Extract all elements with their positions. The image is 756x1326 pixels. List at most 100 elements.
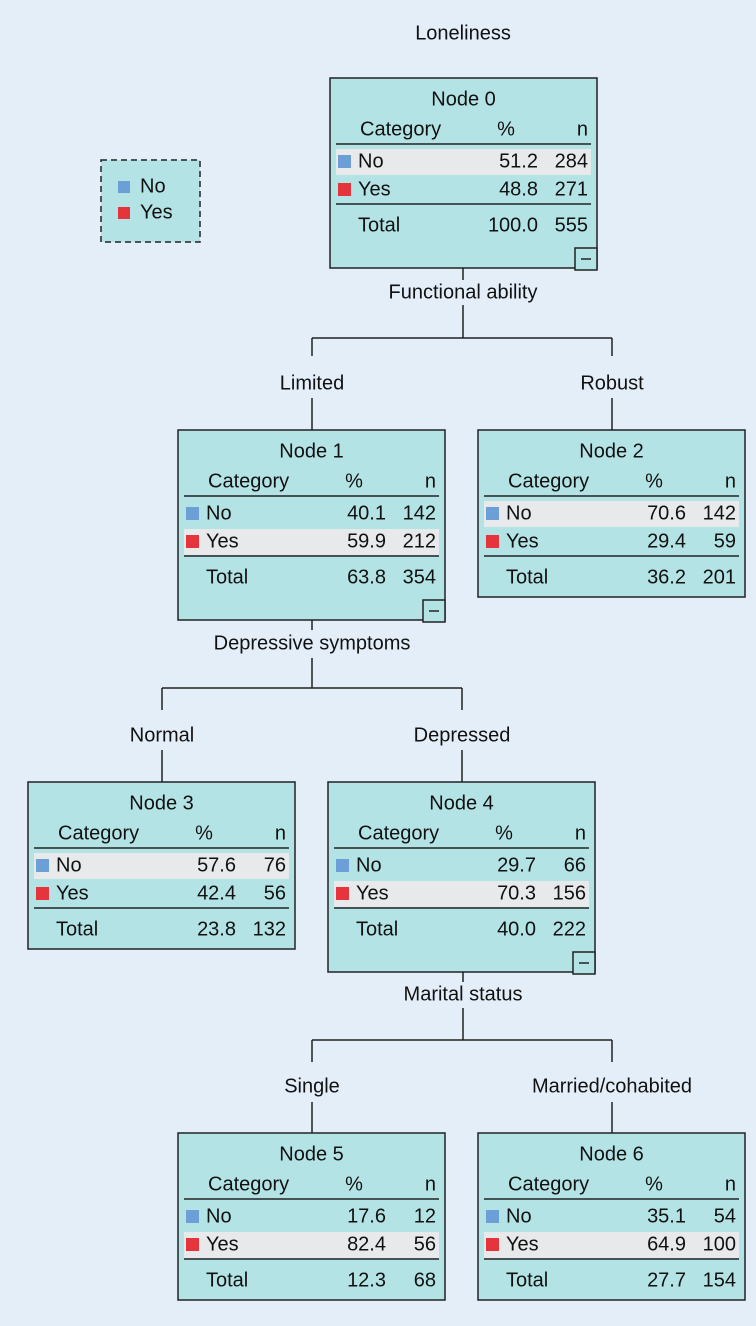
total-label: Total (356, 918, 398, 940)
row-bg (334, 881, 589, 907)
node-title: Node 2 (579, 440, 644, 462)
header-cell: % (495, 822, 513, 844)
node-title: Node 4 (429, 792, 494, 814)
category-swatch (36, 859, 49, 872)
row-label: No (506, 502, 532, 524)
edge (161, 620, 463, 782)
header-cell: n (275, 822, 286, 844)
row-count: 66 (564, 854, 586, 876)
category-swatch (186, 1238, 199, 1251)
total-count: 222 (553, 918, 586, 940)
row-percent: 82.4 (347, 1233, 386, 1255)
split-label: Depressive symptoms (214, 632, 411, 654)
legend-label: Yes (140, 201, 173, 223)
category-swatch (336, 859, 349, 872)
row-bg (336, 149, 591, 175)
row-label: Yes (506, 1233, 539, 1255)
category-swatch (486, 1238, 499, 1251)
category-swatch (36, 887, 49, 900)
row-bg (334, 853, 589, 879)
header-cell: Category (508, 470, 589, 492)
row-count: 142 (703, 502, 736, 524)
row-bg (184, 1204, 439, 1230)
header-cell: % (645, 470, 663, 492)
tree-title: Loneliness (415, 22, 511, 44)
row-label: No (206, 1205, 232, 1227)
header-cell: % (345, 1173, 363, 1195)
row-bg (336, 177, 591, 203)
category-swatch (338, 155, 351, 168)
split-label: Marital status (404, 983, 523, 1005)
node-title: Node 5 (279, 1143, 344, 1165)
branch-label: Limited (280, 372, 344, 394)
header-cell: % (345, 470, 363, 492)
row-percent: 70.6 (647, 502, 686, 524)
node-title: Node 6 (579, 1143, 644, 1165)
header-cell: n (725, 1173, 736, 1195)
row-percent: 57.6 (197, 854, 236, 876)
total-label: Total (56, 918, 98, 940)
row-count: 56 (264, 882, 286, 904)
total-count: 354 (403, 566, 436, 588)
header-cell: n (425, 1173, 436, 1195)
split-label: Functional ability (389, 281, 538, 303)
category-swatch (338, 183, 351, 196)
row-count: 212 (403, 530, 436, 552)
row-label: No (506, 1205, 532, 1227)
split-label-bg (308, 632, 316, 656)
total-count: 132 (253, 918, 286, 940)
header-cell: Category (208, 1173, 289, 1195)
branch-label: Robust (580, 372, 644, 394)
row-percent: 51.2 (499, 150, 538, 172)
total-label: Total (206, 566, 248, 588)
row-label: No (206, 502, 232, 524)
total-count: 68 (414, 1269, 436, 1291)
row-label: Yes (506, 530, 539, 552)
total-label: Total (506, 1269, 548, 1291)
row-bg (184, 501, 439, 527)
row-bg (484, 529, 739, 555)
edge (311, 970, 613, 1133)
category-swatch (186, 507, 199, 520)
row-count: 56 (414, 1233, 436, 1255)
total-label: Total (206, 1269, 248, 1291)
row-count: 100 (703, 1233, 736, 1255)
row-percent: 29.4 (647, 530, 686, 552)
row-count: 76 (264, 854, 286, 876)
row-percent: 29.7 (497, 854, 536, 876)
branch-label: Single (284, 1075, 340, 1097)
branch-label: Married/cohabited (532, 1075, 692, 1097)
total-percent: 36.2 (647, 566, 686, 588)
row-bg (34, 853, 289, 879)
total-percent: 100.0 (488, 214, 538, 236)
row-label: Yes (356, 882, 389, 904)
row-bg (184, 1232, 439, 1258)
category-swatch (486, 1210, 499, 1223)
node-title: Node 3 (129, 792, 194, 814)
row-count: 59 (714, 530, 736, 552)
total-label: Total (358, 214, 400, 236)
total-count: 201 (703, 566, 736, 588)
total-percent: 12.3 (347, 1269, 386, 1291)
total-percent: 23.8 (197, 918, 236, 940)
row-count: 271 (555, 178, 588, 200)
split-label-bg (459, 281, 467, 305)
row-label: Yes (358, 178, 391, 200)
category-swatch (486, 507, 499, 520)
edge (311, 268, 613, 430)
row-label: Yes (56, 882, 89, 904)
row-count: 156 (553, 882, 586, 904)
node-title: Node 1 (279, 440, 344, 462)
row-percent: 64.9 (647, 1233, 686, 1255)
row-label: Yes (206, 1233, 239, 1255)
header-cell: Category (360, 118, 441, 140)
row-label: Yes (206, 530, 239, 552)
header-cell: n (725, 470, 736, 492)
row-percent: 42.4 (197, 882, 236, 904)
header-cell: Category (208, 470, 289, 492)
row-bg (184, 529, 439, 555)
node-title: Node 0 (431, 88, 496, 110)
row-percent: 48.8 (499, 178, 538, 200)
branch-label: Depressed (414, 724, 511, 746)
header-cell: n (577, 118, 588, 140)
